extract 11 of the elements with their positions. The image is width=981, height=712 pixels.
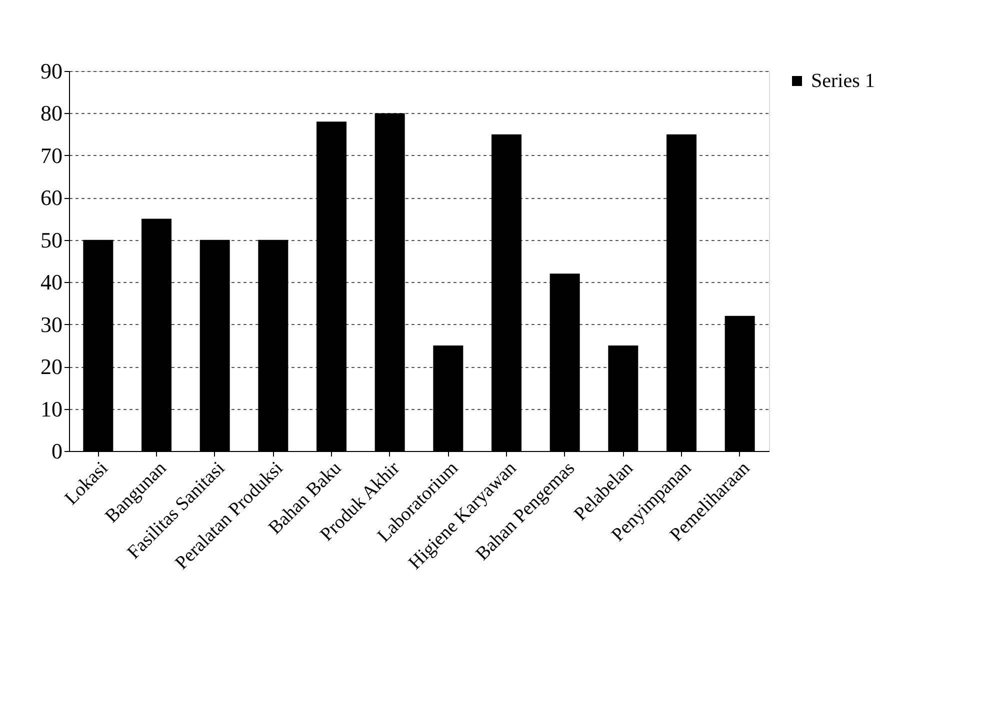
legend-label: Series 1 [811,70,875,92]
y-tick-label: 40 [40,270,62,295]
y-tick-label: 60 [40,185,62,210]
y-tick-label: 20 [40,354,62,380]
y-tick-label: 0 [52,438,62,464]
y-tick-label: 80 [40,100,62,126]
y-tick-label: 50 [40,227,62,252]
y-tick-label: 30 [40,312,62,337]
y-tick-label: 10 [40,396,62,422]
y-tick-label: 70 [40,142,62,168]
y-tick-label: 90 [40,58,62,84]
